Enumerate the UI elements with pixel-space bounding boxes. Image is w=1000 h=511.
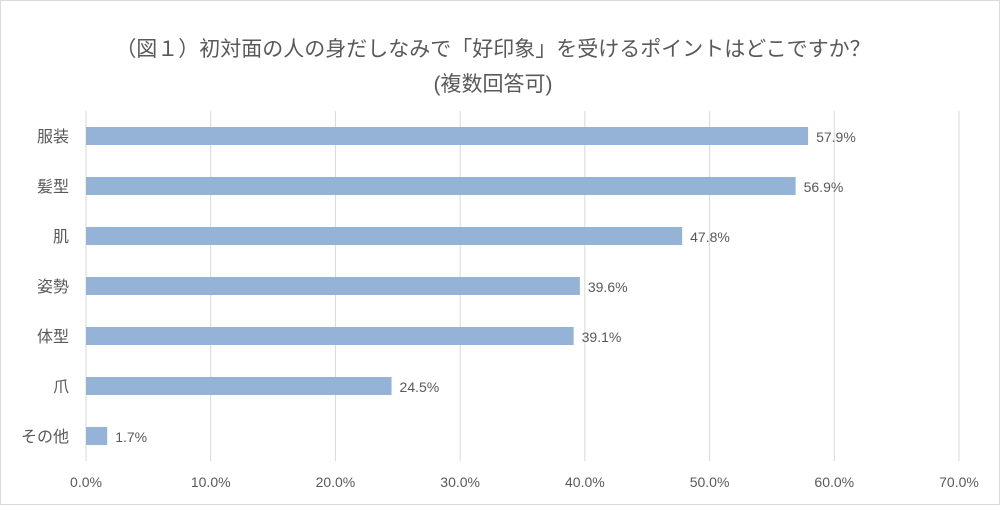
- y-tick-label: その他: [21, 428, 69, 446]
- x-tick-label: 60.0%: [814, 474, 854, 490]
- chart-subtitle: (複数回答可): [434, 73, 553, 96]
- data-label: 39.1%: [582, 329, 622, 345]
- bar: [86, 177, 796, 195]
- data-label: 39.6%: [588, 279, 628, 295]
- x-tick-label: 70.0%: [939, 474, 979, 490]
- data-label: 56.9%: [804, 179, 844, 195]
- bar: [86, 227, 683, 245]
- y-tick-label: 爪: [53, 379, 69, 396]
- bar: [86, 327, 574, 345]
- x-tick-label: 30.0%: [440, 474, 480, 490]
- y-tick-label: 姿勢: [37, 278, 69, 296]
- chart-title: （図１）初対面の人の身だしなみで「好印象」を受けるポイントはどこですか？: [115, 38, 870, 61]
- bar: [86, 377, 392, 395]
- y-tick-label: 服装: [37, 128, 69, 146]
- x-tick-label: 50.0%: [690, 474, 730, 490]
- bar: [86, 427, 108, 445]
- y-tick-label: 髪型: [37, 178, 69, 196]
- data-label: 47.8%: [690, 229, 730, 245]
- bar: [86, 127, 809, 145]
- data-label: 24.5%: [400, 379, 440, 395]
- data-label: 57.9%: [816, 129, 856, 145]
- data-label: 1.7%: [115, 429, 147, 445]
- y-tick-label: 肌: [53, 228, 69, 246]
- x-tick-label: 0.0%: [70, 474, 102, 490]
- x-tick-label: 20.0%: [316, 474, 356, 490]
- x-tick-label: 40.0%: [565, 474, 605, 490]
- y-tick-label: 体型: [37, 328, 69, 346]
- bar: [86, 277, 580, 295]
- x-tick-label: 10.0%: [191, 474, 231, 490]
